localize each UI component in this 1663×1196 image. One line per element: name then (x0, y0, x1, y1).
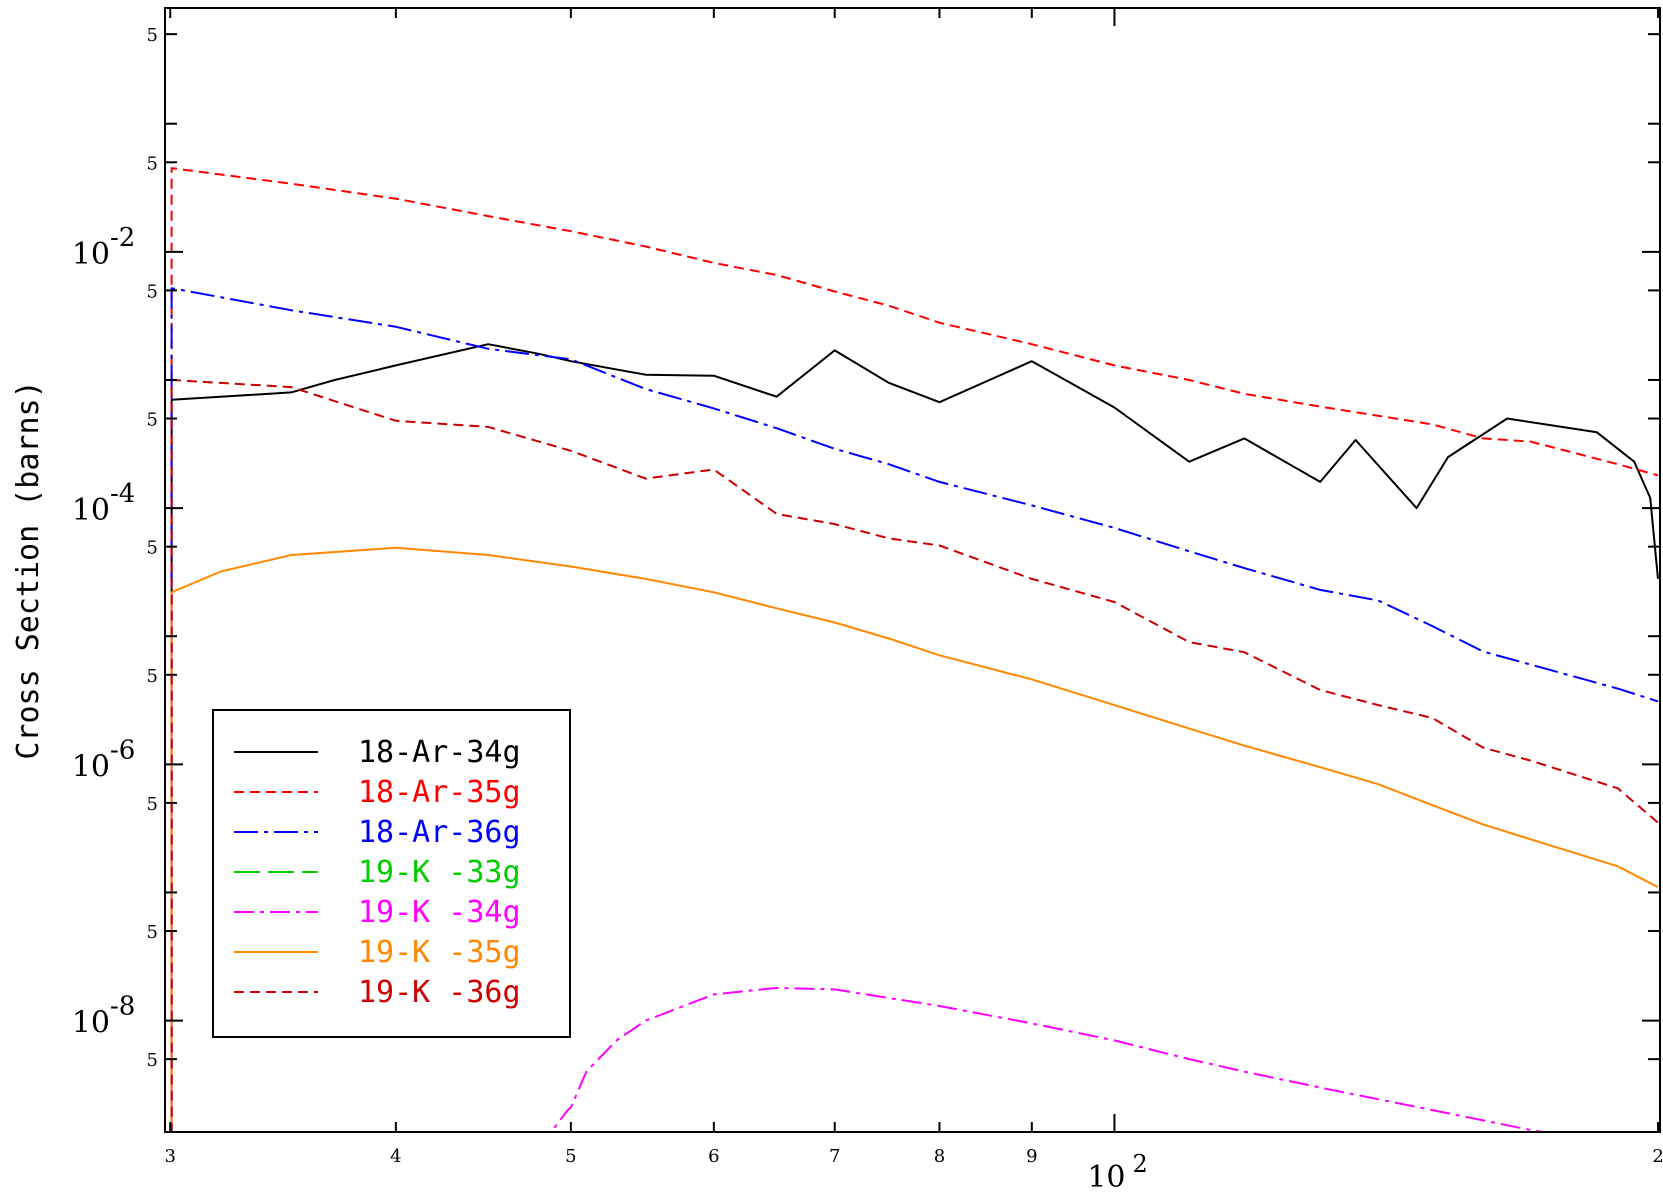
y-major-label-base: 10 (72, 749, 110, 784)
series-layer (170, 167, 1659, 1132)
legend-label-6: 19-K -35g (358, 935, 521, 970)
y-minor-tick-label: 5 (147, 922, 158, 943)
x-major-label-exp: 2 (1132, 1150, 1147, 1178)
y-minor-tick-label: 5 (147, 794, 158, 815)
y-minor-tick-label: 5 (147, 25, 158, 46)
legend-label-3: 18-Ar-36g (358, 815, 521, 850)
plot-frame (164, 7, 1661, 1133)
legend-label-5: 19-K -34g (358, 895, 521, 930)
legend-label-7: 19-K -36g (358, 975, 521, 1010)
series-line-7 (170, 379, 1659, 1132)
y-major-label-exp: -2 (110, 223, 135, 253)
legend-box (212, 709, 571, 1038)
series-line-2 (170, 167, 1659, 1132)
y-axis-title: Cross Section (barns) (11, 380, 46, 759)
x-tick-label: 5 (565, 1146, 576, 1167)
y-minor-tick-label: 5 (147, 281, 158, 302)
x-tick-label: 4 (390, 1146, 401, 1167)
y-major-label-base: 10 (72, 237, 110, 272)
legend-label-1: 18-Ar-34g (358, 735, 521, 770)
y-major-label-exp: -6 (110, 735, 135, 765)
tick-layer (165, 8, 1660, 1132)
x-tick-label: 8 (934, 1146, 945, 1167)
y-major-label-base: 10 (72, 493, 110, 528)
x-tick-label: 6 (708, 1146, 719, 1167)
y-minor-tick-label: 5 (147, 666, 158, 687)
legend-label-4: 19-K -33g (358, 855, 521, 890)
y-minor-tick-label: 5 (147, 410, 158, 431)
x-tick-label: 2 (1652, 1146, 1663, 1167)
x-tick-label: 7 (829, 1146, 840, 1167)
y-major-label-exp: -8 (110, 992, 135, 1022)
series-line-5 (550, 986, 1551, 1132)
x-tick-label: 9 (1026, 1146, 1037, 1167)
x-tick-label: 3 (165, 1146, 176, 1167)
series-line-1 (170, 343, 1659, 1132)
legend-label-2: 18-Ar-35g (358, 775, 521, 810)
y-minor-tick-label: 5 (147, 538, 158, 559)
y-major-label-exp: -4 (110, 479, 135, 509)
y-minor-tick-label: 5 (147, 1050, 158, 1071)
legend: 18-Ar-34g 18-Ar-35g 18-Ar-36g 19-K -33g 19-K… (212, 709, 571, 1038)
y-minor-tick-label: 5 (147, 153, 158, 174)
series-line-3 (170, 287, 1659, 1132)
series-line-6 (170, 546, 1659, 1132)
x-major-label-base: 10 (1087, 1160, 1125, 1195)
y-major-label-base: 10 (72, 1006, 110, 1041)
